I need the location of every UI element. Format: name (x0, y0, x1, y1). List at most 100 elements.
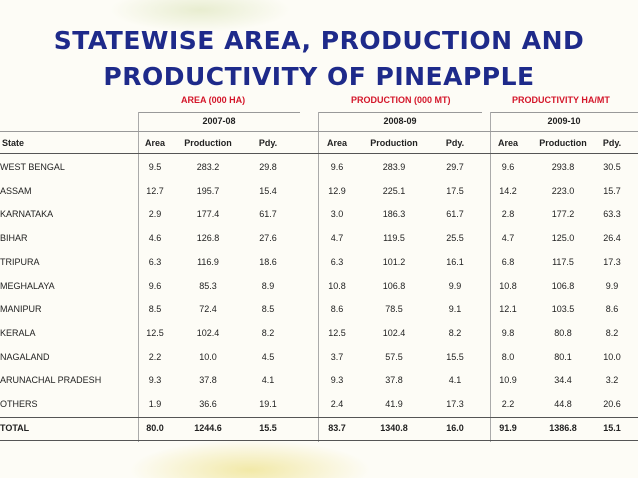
cell: 15.5 (259, 423, 277, 433)
rule (0, 440, 638, 441)
cell: 10.8 (328, 280, 346, 291)
cell: 6.3 (330, 256, 344, 267)
cell: 186.3 (382, 209, 406, 220)
cell: 15.4 (259, 185, 277, 196)
cell: 20.6 (603, 399, 621, 409)
cell: 10.0 (603, 351, 621, 362)
title: STATEWISE AREA, PRODUCTION AND (53, 26, 585, 55)
rule (0, 417, 638, 418)
cell: 195.7 (196, 185, 220, 196)
cell: 283.2 (196, 162, 220, 172)
cell: 117.5 (552, 256, 574, 267)
unit-label: PRODUCTIVITY HA/MT (512, 95, 610, 105)
cell: 2.2 (148, 351, 162, 362)
state-name: BIHAR (0, 233, 28, 244)
cell: 125.0 (551, 233, 575, 244)
cell: 16.0 (446, 423, 464, 433)
cell: 15.1 (603, 423, 621, 433)
cell: 29.7 (446, 162, 464, 172)
cell: 102.4 (382, 327, 406, 338)
cell: 17.5 (446, 185, 464, 196)
cell: 14.2 (499, 185, 517, 196)
state-name: KERALA (0, 327, 36, 338)
cell: 12.1 (499, 304, 517, 315)
cell: 12.5 (146, 327, 164, 338)
cell: 283.9 (382, 162, 406, 172)
cell: 2.9 (148, 209, 162, 220)
cell: 26.4 (603, 233, 621, 244)
cell: 8.6 (605, 304, 619, 315)
rule (0, 131, 638, 132)
cell: 126.8 (196, 233, 220, 244)
cell: 10.9 (499, 375, 517, 386)
cell: 10.8 (499, 280, 517, 291)
cell: 9.3 (148, 375, 162, 386)
cell: 4.7 (501, 233, 515, 244)
cell: 225.1 (382, 185, 406, 196)
year-header: 2007-08 (202, 116, 236, 126)
cell: 3.0 (330, 209, 344, 220)
unit-label: AREA (000 HA) (181, 95, 246, 105)
cell: 9.9 (448, 280, 462, 291)
state-name: TRIPURA (0, 256, 40, 267)
cell: 1.9 (148, 399, 162, 409)
cell: 61.7 (446, 209, 464, 220)
column-header: Production (539, 138, 587, 148)
year-header: 2009-10 (547, 116, 581, 126)
cell: 36.6 (199, 399, 217, 409)
cell: 9.9 (605, 280, 619, 291)
cell: 17.3 (603, 256, 621, 267)
cell: 2.2 (501, 399, 515, 409)
cell: 2.8 (501, 209, 515, 220)
cell: 85.3 (199, 280, 217, 291)
cell: 10.0 (199, 351, 217, 362)
cell: 91.9 (499, 423, 517, 433)
column-header: Pdy. (258, 138, 278, 148)
cell: 12.9 (328, 185, 346, 196)
cell: 119.5 (383, 233, 405, 244)
column-header: State (2, 138, 25, 148)
cell: 6.3 (148, 256, 162, 267)
state-name: OTHERS (0, 399, 38, 409)
state-name: KARNATAKA (0, 209, 54, 220)
cell: 4.7 (330, 233, 344, 244)
cell: 27.6 (259, 233, 277, 244)
state-name: ARUNACHAL PRADESH (0, 375, 102, 386)
cell: 8.2 (261, 327, 275, 338)
state-name: TOTAL (0, 423, 30, 433)
column-header: Pdy. (602, 138, 622, 148)
cell: 1244.6 (194, 423, 222, 433)
state-name: ASSAM (0, 185, 32, 196)
cell: 9.6 (148, 280, 162, 291)
cell: 3.7 (330, 351, 344, 362)
cell: 106.8 (551, 280, 575, 291)
cell: 101.2 (382, 256, 406, 267)
cell: 12.7 (146, 185, 164, 196)
cell: 61.7 (259, 209, 277, 220)
cell: 19.1 (259, 399, 277, 409)
state-name: NAGALAND (0, 351, 50, 362)
cell: 15.7 (603, 185, 621, 196)
separator (318, 112, 319, 442)
cell: 78.5 (385, 304, 403, 315)
state-name: WEST BENGAL (0, 162, 65, 172)
cell: 44.8 (554, 399, 572, 409)
cell: 9.6 (501, 162, 515, 172)
cell: 106.8 (382, 280, 406, 291)
cell: 16.1 (446, 256, 464, 267)
cell: 3.2 (605, 375, 619, 386)
cell: 102.4 (196, 327, 220, 338)
cell: 8.5 (261, 304, 275, 315)
rule (0, 153, 638, 154)
cell: 293.8 (551, 162, 575, 172)
column-header: Area (326, 138, 347, 148)
year-header: 2008-09 (383, 116, 417, 126)
cell: 177.2 (551, 209, 575, 220)
cell: 177.4 (196, 209, 220, 220)
cell: 8.9 (261, 280, 275, 291)
cell: 1386.8 (549, 423, 577, 433)
rule (138, 112, 300, 113)
column-header: Area (144, 138, 165, 148)
state-name: MANIPUR (0, 304, 42, 315)
